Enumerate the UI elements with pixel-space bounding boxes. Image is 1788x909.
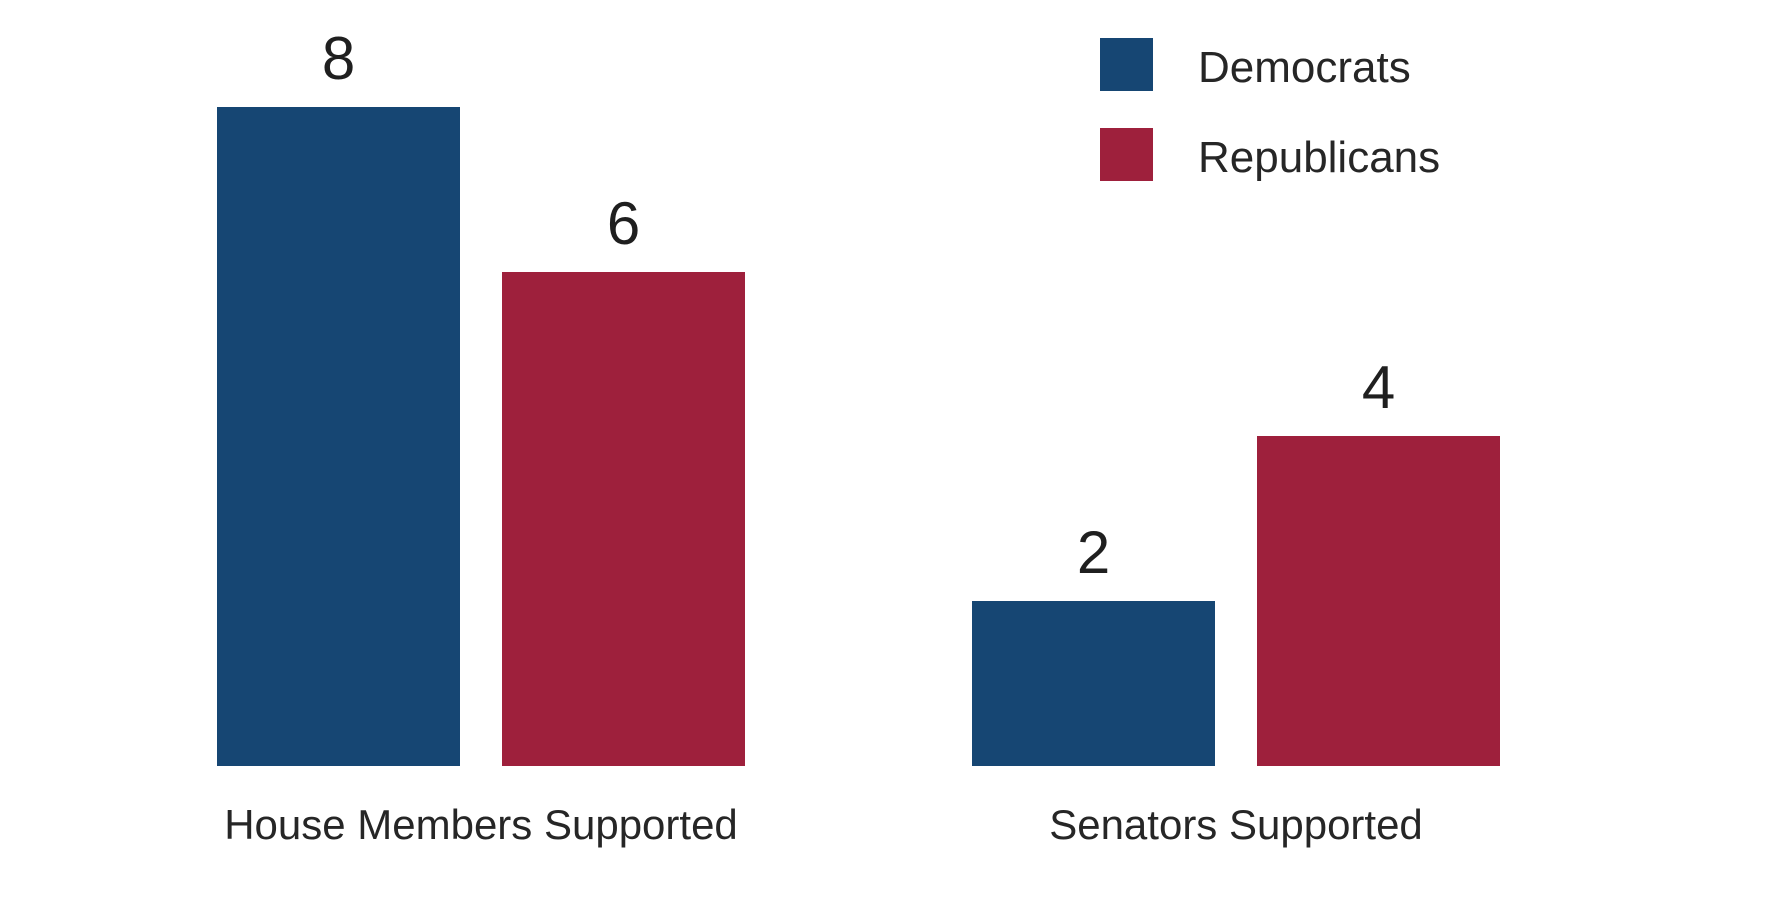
bar-republicans-house [502, 272, 745, 766]
bar-wrap-democrats-house: 8 [217, 29, 460, 766]
bar-democrats-house [217, 107, 460, 766]
category-label-senators: Senators Supported [1049, 801, 1423, 848]
bar-wrap-republicans-house: 6 [502, 194, 745, 766]
category-label-house-members: House Members Supported [224, 801, 738, 848]
plot-area: 8 6 House Members Supported 2 4 [217, 0, 1500, 848]
legend: Democrats Republicans [1100, 38, 1440, 181]
bar-wrap-republicans-senate: 4 [1257, 358, 1500, 766]
bar-republicans-senate [1257, 436, 1500, 766]
legend-item-democrats: Democrats [1100, 38, 1440, 91]
bars-house-members: 8 6 [217, 0, 745, 766]
group-house-members: 8 6 House Members Supported [217, 0, 745, 848]
legend-item-republicans: Republicans [1100, 128, 1440, 181]
bar-wrap-democrats-senate: 2 [972, 523, 1215, 766]
republicans-swatch [1100, 128, 1153, 181]
value-label-republicans-senate: 4 [1361, 354, 1396, 421]
legend-label-republicans: Republicans [1198, 132, 1441, 182]
value-label-democrats-house: 8 [321, 25, 356, 92]
group-senators: 2 4 Senators Supported [972, 0, 1500, 848]
bar-democrats-senate [972, 601, 1215, 766]
bars-senators: 2 4 [972, 0, 1500, 766]
legend-label-democrats: Democrats [1198, 42, 1411, 92]
value-label-democrats-senate: 2 [1076, 519, 1111, 586]
democrats-swatch [1100, 38, 1153, 91]
value-label-republicans-house: 6 [606, 190, 641, 257]
